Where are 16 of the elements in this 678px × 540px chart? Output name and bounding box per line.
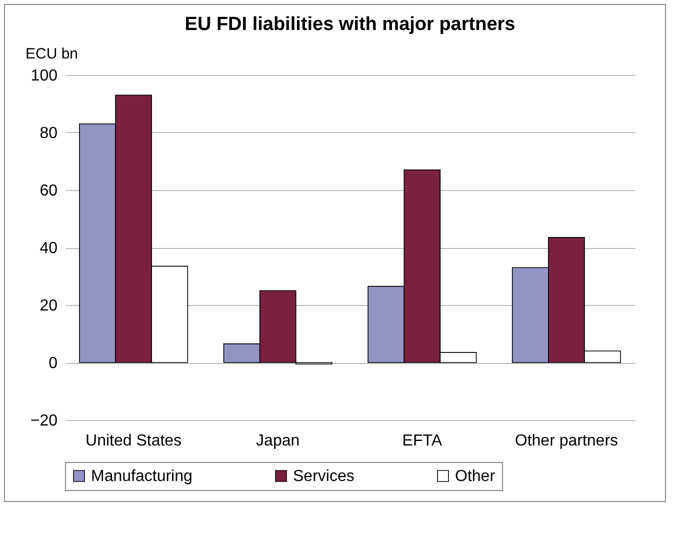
- legend-label: Manufacturing: [91, 468, 192, 485]
- x-tick-label: Japan: [256, 432, 300, 450]
- y-tick-label: 80: [40, 125, 58, 142]
- x-tick-label: EFTA: [402, 432, 442, 450]
- y-tick-label: −20: [30, 412, 58, 430]
- x-tick-label: United States: [86, 432, 182, 450]
- y-tick-label: 40: [40, 240, 58, 257]
- y-tick-label: 100: [30, 68, 58, 84]
- y-tick-label: 0: [48, 355, 58, 372]
- y-tick-label: 60: [40, 182, 58, 200]
- y-axis-title: ECU bn: [26, 46, 78, 62]
- legend-label: Other: [455, 468, 496, 485]
- chart-title: EU FDI liabilities with major partners: [184, 14, 516, 35]
- y-tick-label: 20: [40, 298, 58, 314]
- legend-label: Services: [293, 468, 354, 485]
- x-tick-label: Other partners: [514, 432, 618, 450]
